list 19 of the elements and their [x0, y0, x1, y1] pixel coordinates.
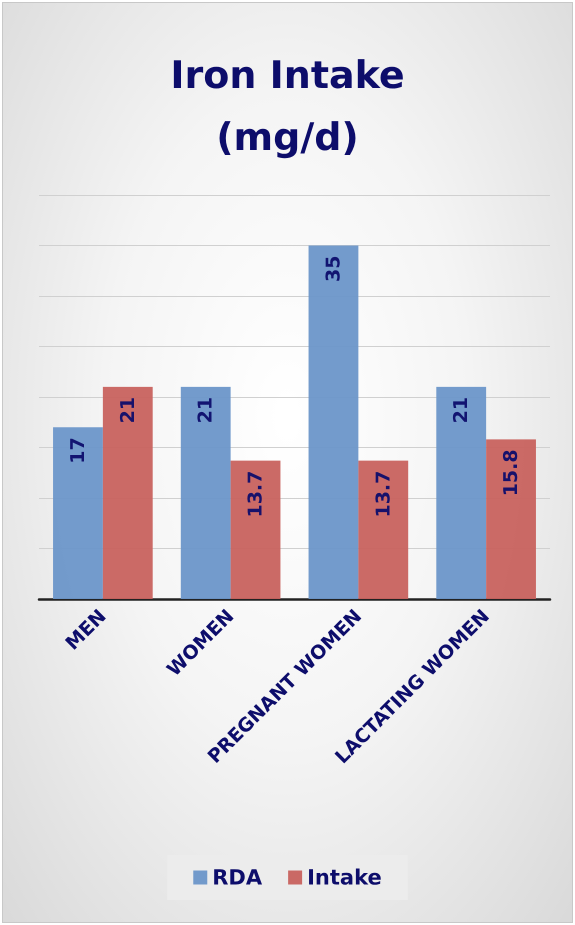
- legend-label: Intake: [307, 866, 382, 890]
- data-label: 13.7: [244, 470, 267, 518]
- bar: [308, 246, 358, 599]
- bar: [102, 386, 153, 599]
- data-label: 21: [194, 396, 217, 424]
- data-label: 21: [450, 396, 472, 424]
- bar: [53, 427, 103, 599]
- bar: [486, 439, 536, 599]
- data-label: 35: [322, 256, 344, 282]
- bar: [230, 460, 280, 599]
- legend-label: RDA: [212, 866, 263, 890]
- data-label: 17: [66, 437, 89, 464]
- data-label: 13.7: [372, 470, 394, 518]
- data-label: 15.8: [500, 449, 522, 496]
- bar: [436, 386, 486, 599]
- bar: [180, 386, 231, 599]
- bar: [358, 460, 408, 599]
- chart-title: Iron Intake (mg/d): [170, 53, 405, 159]
- data-label: 21: [116, 396, 139, 424]
